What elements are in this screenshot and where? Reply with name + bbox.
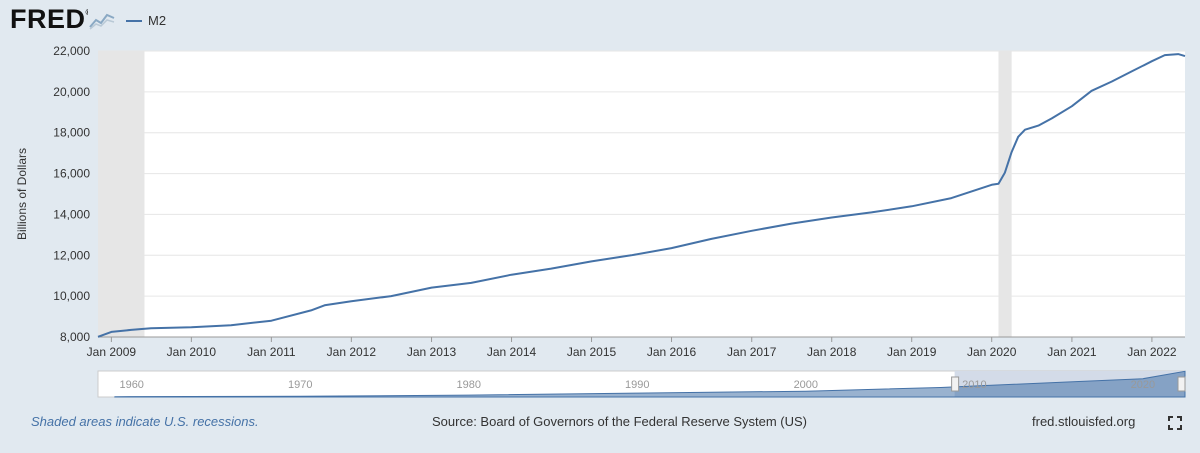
x-tick-label: Jan 2021 [1047, 345, 1097, 359]
fullscreen-icon[interactable] [1168, 416, 1182, 430]
chart-header: FRED® M2 [0, 0, 1200, 44]
navigator-label: 1970 [288, 379, 312, 391]
x-tick-label: Jan 2009 [87, 345, 137, 359]
y-tick-label: 8,000 [60, 330, 90, 344]
series-line-m2 [97, 53, 1186, 338]
navigator-label: 1990 [625, 379, 649, 391]
plot-area [98, 51, 1185, 337]
x-tick-label: Jan 2015 [567, 345, 617, 359]
recession-band [998, 51, 1012, 337]
source-note: Source: Board of Governors of the Federa… [432, 414, 807, 429]
x-tick-label: Jan 2019 [887, 345, 937, 359]
x-tick-label: Jan 2018 [807, 345, 857, 359]
navigator-handle[interactable] [1177, 376, 1186, 392]
navigator-label: 2010 [962, 379, 986, 391]
chart-line-icon [88, 9, 116, 31]
site-link[interactable]: fred.stlouisfed.org [1032, 414, 1136, 429]
x-tick-label: Jan 2010 [167, 345, 217, 359]
y-tick-label: 22,000 [53, 44, 90, 58]
x-tick-label: Jan 2011 [247, 345, 296, 359]
y-tick-label: 18,000 [53, 126, 90, 140]
y-tick-label: 16,000 [53, 167, 90, 181]
x-tick-label: Jan 2012 [327, 345, 377, 359]
y-axis-title: Billions of Dollars [15, 148, 29, 240]
y-tick-label: 14,000 [53, 207, 90, 221]
navigator-label: 2020 [1131, 379, 1155, 391]
x-tick-label: Jan 2020 [967, 345, 1017, 359]
legend-label: M2 [148, 13, 167, 28]
navigator-label: 2000 [794, 379, 818, 391]
y-tick-label: 12,000 [53, 248, 90, 262]
y-tick-label: 20,000 [53, 85, 90, 99]
legend-swatch [126, 19, 142, 22]
x-tick-label: Jan 2017 [727, 345, 777, 359]
navigator-handle[interactable] [951, 376, 960, 392]
y-tick-label: 10,000 [53, 289, 90, 303]
x-tick-label: Jan 2014 [487, 345, 537, 359]
chart-canvas: 8,000 10,000 12,000 14,000 16,000 18,000 20,00… [15, 44, 1186, 398]
x-tick-label: Jan 2022 [1127, 345, 1177, 359]
recession-note: Shaded areas indicate U.S. recessions. [31, 414, 259, 429]
x-tick-label: Jan 2013 [407, 345, 457, 359]
x-tick-label: Jan 2016 [647, 345, 697, 359]
chart-legend[interactable]: M2 [126, 13, 166, 28]
logo-text: FRED [10, 4, 86, 34]
navigator-label: 1980 [457, 379, 481, 391]
fred-logo[interactable]: FRED® [10, 4, 92, 35]
navigator-label: 1960 [119, 379, 143, 391]
recession-band [98, 51, 145, 337]
